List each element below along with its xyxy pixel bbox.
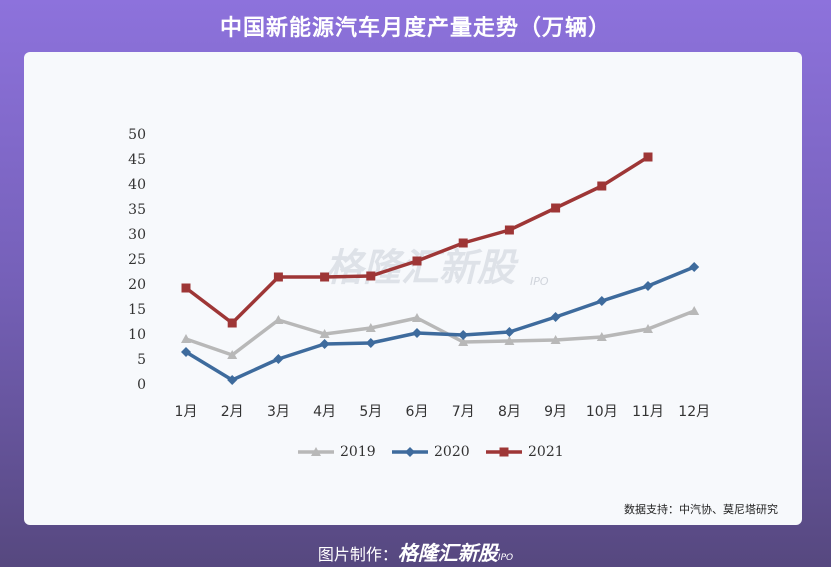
watermark-tag: IPO	[530, 275, 549, 288]
source: 数据支持：中汽协、莫尼塔研究	[624, 502, 778, 516]
y-tick-label: 45	[128, 152, 146, 168]
marker	[643, 281, 653, 291]
marker	[458, 238, 468, 248]
marker	[551, 203, 561, 213]
y-tick-label: 0	[137, 377, 146, 393]
x-tick-label: 4月	[313, 404, 336, 420]
series-line	[184, 155, 649, 325]
x-tick-label: 8月	[498, 404, 521, 420]
x-tick-label: 11月	[632, 404, 664, 420]
marker	[597, 181, 607, 191]
watermark: 格隆汇新股	[325, 246, 519, 290]
x-tick-label: 3月	[267, 404, 290, 420]
y-tick-label: 50	[128, 127, 146, 143]
footer-prefix: 图片制作：	[317, 545, 398, 564]
x-tick-label: 6月	[406, 404, 429, 420]
marker	[273, 354, 284, 364]
series-line	[185, 265, 695, 382]
marker	[596, 332, 607, 341]
marker	[504, 225, 514, 235]
marker	[181, 283, 191, 293]
marker	[550, 312, 561, 322]
legend-label: 2019	[340, 444, 376, 460]
y-tick-label: 30	[128, 227, 146, 243]
marker	[366, 271, 376, 281]
marker	[273, 272, 283, 282]
marker	[181, 347, 191, 357]
y-tick-label: 15	[128, 302, 146, 318]
x-tick-label: 7月	[452, 404, 475, 420]
legend-label: 2021	[528, 444, 564, 460]
x-tick-label: 10月	[586, 404, 618, 420]
marker	[689, 306, 700, 315]
y-tick-label: 25	[128, 252, 146, 268]
y-tick-label: 5	[137, 352, 146, 368]
marker	[458, 330, 469, 340]
x-tick-label: 1月	[175, 404, 198, 420]
title: 中国新能源汽车月度产量走势（万辆）	[219, 16, 611, 41]
y-tick-label: 40	[128, 177, 146, 193]
marker	[458, 337, 469, 346]
marker	[181, 334, 191, 343]
marker	[504, 336, 515, 345]
y-tick-label: 20	[128, 277, 146, 293]
marker	[227, 318, 237, 328]
marker	[227, 350, 238, 359]
marker	[319, 339, 330, 349]
series-line	[185, 309, 695, 357]
marker	[311, 447, 321, 456]
legend-label: 2020	[434, 444, 470, 460]
footer-tag: IPO	[497, 553, 514, 563]
marker	[227, 375, 238, 385]
x-tick-label: 2月	[221, 404, 244, 420]
x-tick-label: 5月	[359, 404, 382, 420]
marker	[596, 296, 607, 306]
marker	[504, 327, 515, 337]
y-tick-label: 35	[128, 202, 146, 218]
marker	[365, 323, 376, 332]
marker	[689, 262, 700, 272]
marker	[412, 313, 422, 322]
footer-brand: 格隆汇新股	[397, 541, 498, 565]
marker	[405, 447, 415, 457]
marker	[643, 324, 653, 333]
x-tick-label: 12月	[678, 404, 710, 420]
marker	[412, 256, 422, 266]
marker	[273, 315, 284, 324]
marker	[319, 329, 330, 338]
marker	[412, 328, 422, 338]
x-tick-label: 9月	[544, 404, 567, 420]
y-tick-label: 10	[128, 327, 146, 343]
footer: 图片制作：格隆汇新股IPO	[0, 537, 831, 566]
marker	[643, 152, 653, 162]
marker	[365, 338, 376, 348]
marker	[550, 335, 561, 344]
marker	[499, 447, 509, 457]
card	[24, 52, 802, 525]
marker	[320, 272, 330, 282]
